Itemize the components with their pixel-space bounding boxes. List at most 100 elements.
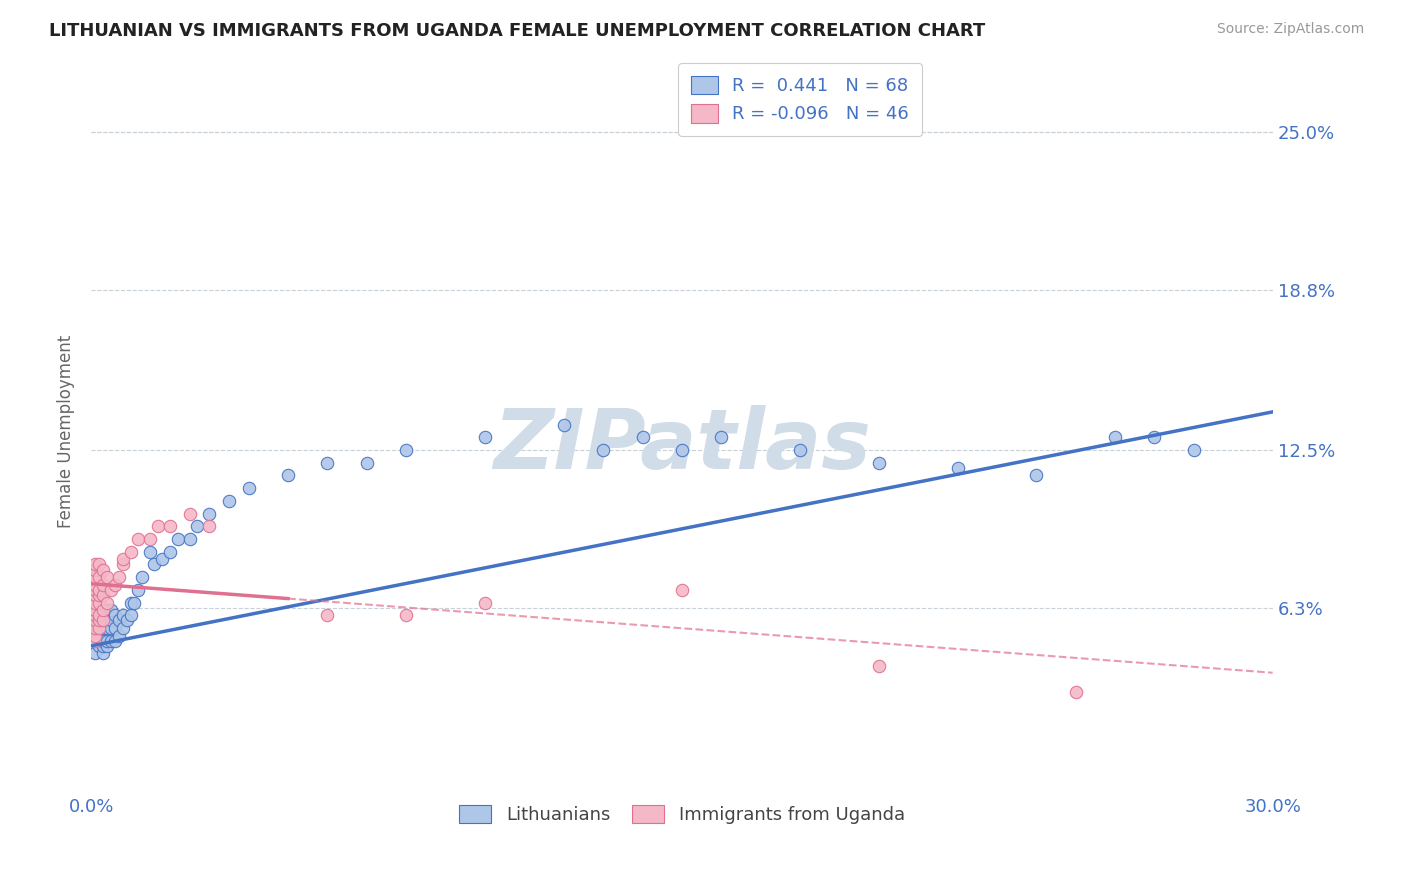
Point [87, 639, 110, 653]
Point [84, 596, 107, 610]
Point [100, 603, 122, 617]
Point [146, 519, 169, 533]
Point [107, 570, 129, 584]
Point [166, 532, 188, 546]
Point [84, 614, 107, 628]
Point [87, 570, 110, 584]
Point [1143, 430, 1166, 444]
Point [139, 545, 162, 559]
Point [127, 532, 149, 546]
Point [104, 621, 127, 635]
Point [474, 596, 496, 610]
Point [96, 603, 118, 617]
Point [179, 507, 201, 521]
Point [150, 552, 173, 566]
Point [96, 639, 118, 653]
Point [186, 519, 208, 533]
Point [1182, 442, 1205, 457]
Point [87, 629, 110, 643]
Point [84, 608, 107, 623]
Point [84, 570, 107, 584]
Legend: Lithuanians, Immigrants from Uganda: Lithuanians, Immigrants from Uganda [449, 794, 915, 835]
Point [84, 621, 107, 635]
Point [87, 588, 110, 602]
Point [84, 633, 107, 648]
Point [91, 563, 114, 577]
Point [124, 596, 146, 610]
Point [474, 430, 496, 444]
Point [87, 621, 110, 635]
Point [395, 442, 418, 457]
Point [356, 456, 378, 470]
Point [789, 442, 811, 457]
Point [91, 633, 114, 648]
Point [143, 558, 166, 572]
Point [87, 614, 110, 628]
Point [1104, 430, 1126, 444]
Point [84, 608, 107, 623]
Point [100, 633, 122, 648]
Point [179, 532, 201, 546]
Point [946, 460, 969, 475]
Point [100, 582, 122, 597]
Point [159, 519, 181, 533]
Point [100, 621, 122, 635]
Point [120, 596, 142, 610]
Point [91, 614, 114, 628]
Point [631, 430, 654, 444]
Point [120, 545, 142, 559]
Point [868, 456, 890, 470]
Point [91, 614, 114, 628]
Point [111, 621, 134, 635]
Point [96, 570, 118, 584]
Text: ZIPatlas: ZIPatlas [494, 405, 870, 486]
Point [96, 633, 118, 648]
Point [87, 558, 110, 572]
Point [104, 633, 127, 648]
Point [84, 558, 107, 572]
Point [91, 578, 114, 592]
Point [84, 563, 107, 577]
Point [87, 596, 110, 610]
Point [238, 481, 260, 495]
Point [316, 456, 339, 470]
Point [710, 430, 733, 444]
Point [91, 639, 114, 653]
Text: LITHUANIAN VS IMMIGRANTS FROM UGANDA FEMALE UNEMPLOYMENT CORRELATION CHART: LITHUANIAN VS IMMIGRANTS FROM UGANDA FEM… [49, 22, 986, 40]
Point [100, 614, 122, 628]
Point [87, 633, 110, 648]
Point [84, 603, 107, 617]
Point [91, 647, 114, 661]
Point [127, 582, 149, 597]
Point [96, 596, 118, 610]
Point [868, 659, 890, 673]
Point [1064, 684, 1087, 698]
Point [84, 582, 107, 597]
Y-axis label: Female Unemployment: Female Unemployment [58, 334, 75, 527]
Point [84, 647, 107, 661]
Point [139, 532, 162, 546]
Point [159, 545, 181, 559]
Point [96, 614, 118, 628]
Point [96, 621, 118, 635]
Point [87, 608, 110, 623]
Point [84, 629, 107, 643]
Text: Source: ZipAtlas.com: Source: ZipAtlas.com [1216, 22, 1364, 37]
Point [553, 417, 575, 432]
Point [87, 608, 110, 623]
Point [84, 633, 107, 648]
Point [111, 552, 134, 566]
Point [1025, 468, 1047, 483]
Point [104, 578, 127, 592]
Point [84, 603, 107, 617]
Point [671, 582, 693, 597]
Point [87, 621, 110, 635]
Point [111, 608, 134, 623]
Point [84, 578, 107, 592]
Point [107, 629, 129, 643]
Point [91, 621, 114, 635]
Point [198, 507, 221, 521]
Point [84, 588, 107, 602]
Point [218, 494, 240, 508]
Point [84, 629, 107, 643]
